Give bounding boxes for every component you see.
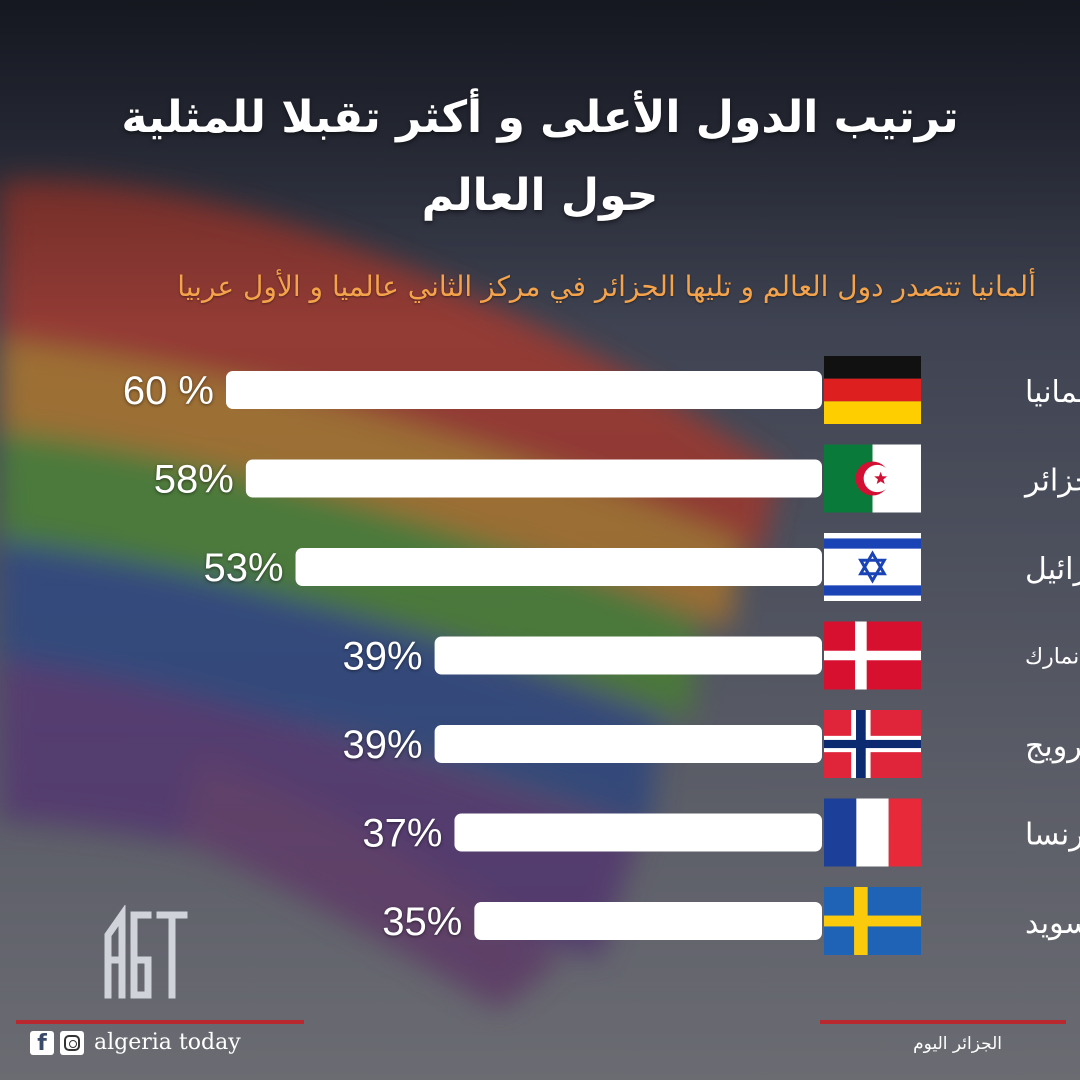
value-label-0: 60 % xyxy=(123,369,214,413)
category-label-2: إسرائيل xyxy=(1025,552,1080,587)
value-label-4: 39% xyxy=(343,723,423,767)
footer-brand: f algeria today xyxy=(30,1030,241,1056)
algeria-flag-icon xyxy=(824,444,921,513)
agt-logo xyxy=(104,905,188,999)
category-label-6: السويد xyxy=(1025,906,1080,941)
france-flag-icon xyxy=(824,798,921,867)
value-label-5: 37% xyxy=(362,812,442,856)
chart-title-line1: ترتيب الدول الأعلى و أكثر تقبلا للمثلية xyxy=(121,92,959,143)
israel-flag-icon xyxy=(824,533,921,601)
bar-0 xyxy=(226,371,822,409)
brand-name: algeria today xyxy=(94,1030,241,1055)
category-label-0: ألمانيا xyxy=(1025,371,1080,410)
value-label-1: 58% xyxy=(154,458,234,502)
bar-5 xyxy=(454,813,822,852)
sweden-flag-icon xyxy=(824,887,921,955)
category-label-4: النرويج xyxy=(1025,729,1080,764)
brand-name-arabic: الجزائر اليوم xyxy=(913,1034,1002,1054)
category-label-3: الدانمارك xyxy=(1025,645,1080,670)
value-label-3: 39% xyxy=(343,635,423,679)
facebook-icon[interactable]: f xyxy=(30,1030,54,1056)
chart-subtitle: ألمانيا تتصدر دول العالم و تليها الجزائر… xyxy=(177,270,1036,303)
bar-1 xyxy=(245,459,822,498)
bar-3 xyxy=(434,636,822,675)
category-label-5: فرنسا xyxy=(1025,818,1080,853)
chart-title-line2: حول العالم xyxy=(421,170,659,221)
denmark-flag-icon xyxy=(824,621,921,690)
value-label-2: 53% xyxy=(203,546,283,590)
instagram-icon[interactable] xyxy=(60,1030,84,1055)
bar-2 xyxy=(295,548,822,586)
norway-flag-icon xyxy=(824,710,921,778)
bar-4 xyxy=(434,725,822,763)
germany-flag-icon xyxy=(824,356,921,424)
footer-divider-right xyxy=(820,1020,1066,1024)
footer-divider-left xyxy=(16,1020,304,1024)
value-label-6: 35% xyxy=(382,900,462,944)
bar-6 xyxy=(474,902,822,940)
category-label-1: الجزائر xyxy=(1023,464,1080,499)
